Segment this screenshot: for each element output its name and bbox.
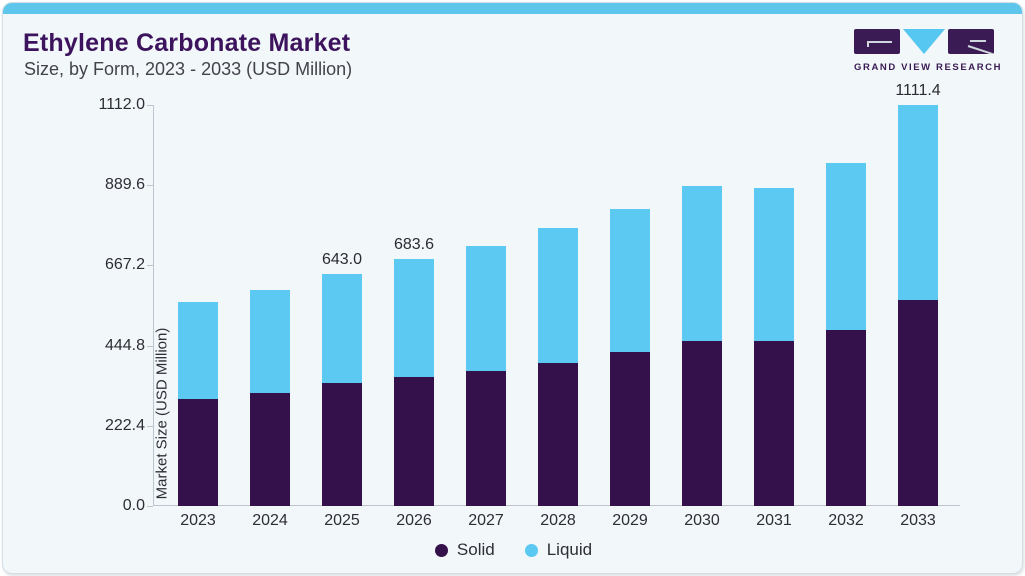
y-tick-mark (147, 265, 153, 267)
y-tick-mark (147, 185, 153, 187)
x-axis-label-2029: 2029 (612, 512, 648, 529)
bar-segment-liquid-2028[interactable] (538, 228, 578, 363)
bar-segment-solid-2033[interactable] (898, 300, 938, 506)
x-axis-label-2024: 2024 (252, 512, 288, 529)
legend-item-solid[interactable]: Solid (434, 540, 495, 560)
bar-segment-solid-2026[interactable] (394, 376, 434, 506)
chart-subtitle: Size, by Form, 2023 - 2033 (USD Million) (24, 59, 353, 79)
y-tick-mark (147, 506, 153, 507)
x-axis-label-2026: 2026 (396, 512, 432, 529)
top-accent-strip (3, 3, 1022, 14)
gvr-logo-v-icon (903, 29, 945, 54)
y-tick-label: 1112.0 (98, 96, 145, 113)
x-axis-label-2025: 2025 (324, 512, 360, 529)
y-tick-label: 444.8 (104, 336, 145, 354)
bar-segment-solid-2024[interactable] (250, 393, 290, 506)
x-axis-label-2023: 2023 (180, 512, 216, 529)
chart-legend: Solid Liquid (3, 540, 1022, 560)
y-axis-title: Market Size (USD Million) (153, 327, 171, 500)
x-axis-label-2033: 2033 (900, 512, 936, 529)
grand-view-research-logo: GRAND VIEW RESEARCH (854, 29, 1003, 73)
x-axis-label-2028: 2028 (540, 512, 576, 529)
legend-item-liquid[interactable]: Liquid (524, 540, 593, 560)
y-tick-mark (147, 105, 153, 106)
x-axis-label-2027: 2027 (468, 512, 504, 529)
bar-segment-solid-2032[interactable] (826, 329, 866, 506)
bar-segment-solid-2028[interactable] (538, 362, 578, 506)
legend-swatch-liquid-icon (524, 543, 538, 557)
y-tick-mark (147, 345, 153, 347)
y-tick-label: 0.0 (122, 497, 145, 514)
bar-segment-solid-2029[interactable] (610, 352, 650, 506)
y-tick-label: 222.4 (104, 416, 145, 434)
bar-segment-liquid-2029[interactable] (610, 208, 650, 353)
bar-segment-solid-2030[interactable] (682, 340, 722, 506)
bar-segment-liquid-2026[interactable] (394, 259, 434, 377)
bar-segment-liquid-2031[interactable] (754, 188, 794, 342)
bar-segment-liquid-2025[interactable] (322, 274, 362, 384)
bar-value-label-2026: 683.6 (393, 236, 435, 254)
bar-segment-solid-2027[interactable] (466, 370, 506, 506)
x-axis-label-2030: 2030 (684, 512, 720, 529)
y-tick-label: 667.2 (104, 256, 145, 274)
bar-segment-liquid-2033[interactable] (898, 105, 938, 301)
legend-swatch-solid-icon (434, 543, 448, 557)
gvr-logo-wordmark: GRAND VIEW RESEARCH (854, 62, 1003, 73)
gvr-logo-g-icon (854, 29, 900, 54)
legend-label-solid: Solid (456, 540, 495, 559)
y-tick-mark (147, 425, 153, 427)
bar-segment-liquid-2030[interactable] (682, 186, 722, 341)
x-axis-label-2032: 2032 (828, 512, 864, 529)
bar-segment-liquid-2024[interactable] (250, 289, 290, 394)
bar-segment-solid-2031[interactable] (754, 341, 794, 506)
x-axis-label-2031: 2031 (756, 512, 792, 529)
legend-label-liquid: Liquid (546, 540, 593, 559)
bar-segment-solid-2023[interactable] (178, 398, 218, 506)
bar-segment-solid-2025[interactable] (322, 383, 362, 506)
bar-segment-liquid-2027[interactable] (466, 245, 506, 371)
y-tick-label: 889.6 (104, 176, 145, 194)
gvr-logo-icon (854, 29, 998, 55)
bar-segment-liquid-2032[interactable] (826, 162, 866, 330)
gvr-logo-r-icon (948, 29, 994, 54)
bar-value-label-2025: 643.0 (321, 251, 363, 269)
bar-value-label-2033: 1111.4 (895, 82, 941, 100)
chart-title: Ethylene Carbonate Market (23, 29, 351, 57)
bar-segment-liquid-2023[interactable] (178, 302, 218, 399)
